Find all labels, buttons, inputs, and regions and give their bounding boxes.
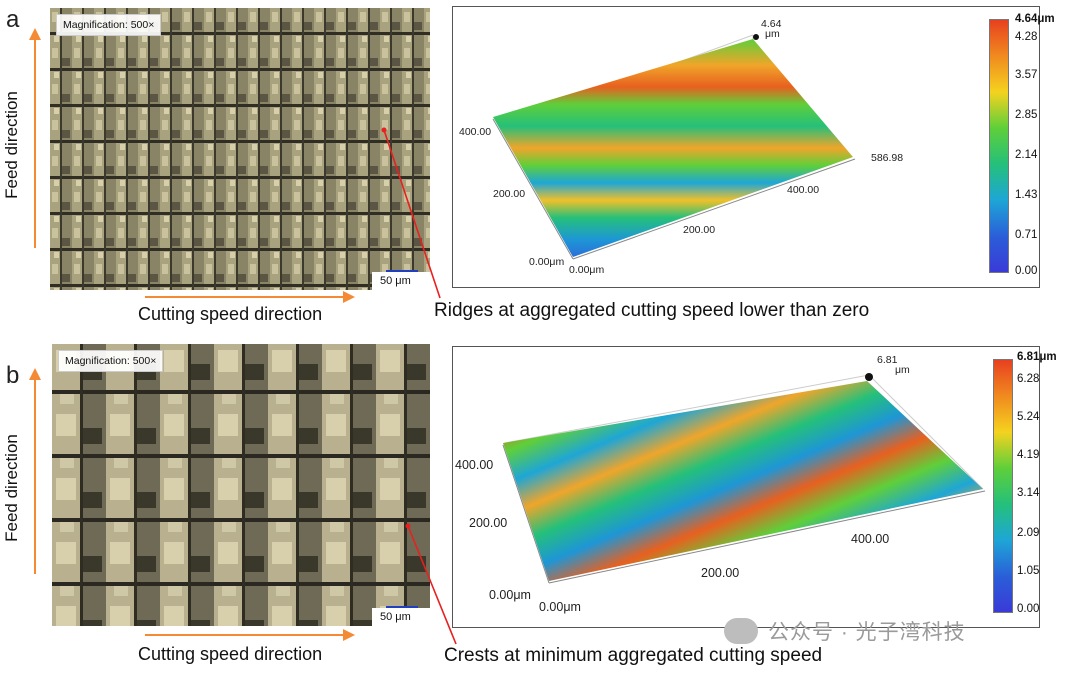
scale-bar-b: 50 μm (372, 608, 430, 626)
axis-label-a-4: 200.00 (683, 224, 715, 236)
colorbar-b-tick-0: 6.28 (1017, 373, 1040, 385)
surface-plot-a-svg: 4.64 μm 400.00 200.00 0.00μm 0.00μm 200.… (459, 18, 903, 276)
axis-label-b-3: 0.00μm (539, 600, 581, 614)
pointer-dot-b (405, 523, 411, 529)
scale-bar-label-a: 50 μm (380, 275, 411, 287)
axis-label-a-5: 400.00 (787, 184, 819, 196)
peak-value-b: 6.81 (877, 354, 898, 366)
axis-label-a-6: 586.98 (871, 152, 903, 164)
micrograph-b: Magnification: 500× 50 μm (52, 344, 430, 626)
peak-unit-a: μm (765, 28, 780, 40)
feed-arrow-a (34, 38, 36, 248)
cutting-arrowhead-b (343, 629, 355, 641)
colorbar-a-tick-3: 2.14 (1015, 149, 1038, 161)
colorbar-a (989, 19, 1009, 273)
axis-label-b-2: 0.00μm (489, 588, 531, 602)
wechat-icon (724, 618, 758, 644)
colorbar-b-max: 6.81μm (1017, 351, 1057, 363)
axis-label-a-2: 0.00μm (529, 256, 564, 268)
pointer-line-b (407, 525, 457, 645)
cutting-speed-label-b: Cutting speed direction (138, 644, 323, 664)
cutting-arrow-a (145, 296, 345, 298)
peak-unit-b: μm (895, 364, 910, 376)
axis-label-a-3: 0.00μm (569, 264, 604, 276)
colorbar-a-tick-1: 3.57 (1015, 69, 1038, 81)
scale-bar-label-b: 50 μm (380, 611, 411, 623)
peak-marker-b (865, 373, 873, 381)
feed-arrowhead-b (29, 368, 41, 380)
watermark-text: 公众号 · 光子湾科技 (768, 621, 966, 644)
axis-label-b-0: 400.00 (455, 458, 493, 472)
pointer-dot-a (381, 127, 387, 133)
scale-bar-line-b (386, 606, 418, 608)
colorbar-b-tick-2: 4.19 (1017, 449, 1040, 461)
annotation-a: Ridges at aggregated cutting speed lower… (434, 300, 870, 321)
micrograph-b-texture (52, 344, 430, 626)
scale-bar-line-a (386, 270, 418, 272)
surface-a-body (493, 39, 853, 257)
colorbar-a-tick-6: 0.00 (1015, 265, 1038, 277)
feed-arrow-b (34, 378, 36, 574)
cutting-arrowhead-a (343, 291, 355, 303)
surface-b-body (503, 381, 983, 581)
panel-b-letter: b (6, 362, 20, 389)
annotation-b: Crests at minimum aggregated cutting spe… (444, 645, 823, 666)
colorbar-b-tick-5: 1.05 (1017, 565, 1040, 577)
colorbar-b-tick-1: 5.24 (1017, 411, 1040, 423)
colorbar-a-max: 4.64μm (1015, 13, 1055, 25)
cutting-speed-label-a: Cutting speed direction (138, 304, 323, 324)
cutting-arrow-b (145, 634, 345, 636)
colorbar-b (993, 359, 1013, 613)
colorbar-b-tick-3: 3.14 (1017, 487, 1040, 499)
peak-value-a: 4.64 (761, 18, 782, 30)
micrograph-a-texture (50, 8, 430, 290)
axis-label-b-1: 200.00 (469, 516, 507, 530)
micrograph-a: Magnification: 500× 50 μm (50, 8, 430, 290)
surface-plot-a: 4.64 μm 400.00 200.00 0.00μm 0.00μm 200.… (452, 6, 1055, 288)
peak-marker-a (753, 34, 759, 40)
scale-bar-a: 50 μm (372, 272, 430, 290)
magnification-label-b: Magnification: 500× (58, 350, 164, 372)
axis-label-b-4: 200.00 (701, 566, 739, 580)
axis-label-a-1: 200.00 (493, 188, 525, 200)
panel-a-letter: a (6, 6, 20, 33)
surface-plot-b-svg: 6.81 μm 400.00 200.00 0.00μm 0.00μm 200.… (455, 354, 986, 614)
axis-label-a-0: 400.00 (459, 126, 491, 138)
feed-arrowhead-a (29, 28, 41, 40)
axis-label-b-5: 400.00 (851, 532, 889, 546)
colorbar-a-tick-4: 1.43 (1015, 189, 1038, 201)
surface-plot-b: 6.81 μm 400.00 200.00 0.00μm 0.00μm 200.… (452, 346, 1057, 628)
colorbar-a-tick-5: 0.71 (1015, 229, 1038, 241)
pointer-line-a (383, 129, 441, 299)
colorbar-a-tick-2: 2.85 (1015, 109, 1038, 121)
colorbar-b-tick-6: 0.00 (1017, 603, 1040, 615)
magnification-label-a: Magnification: 500× (56, 14, 162, 36)
colorbar-b-tick-4: 2.09 (1017, 527, 1040, 539)
colorbar-a-tick-0: 4.28 (1015, 31, 1038, 43)
